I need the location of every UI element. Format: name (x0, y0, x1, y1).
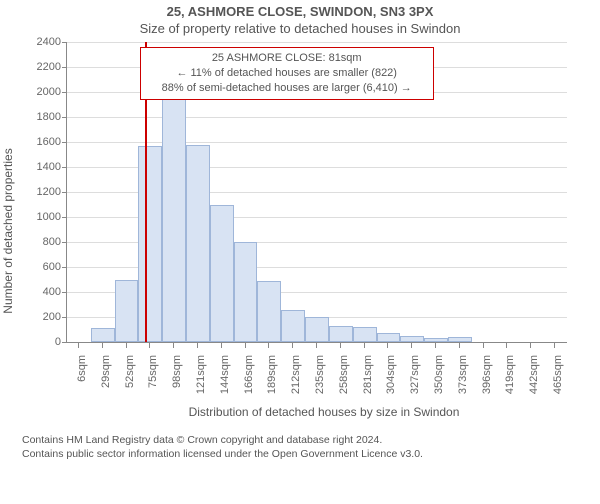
x-tick-mark (292, 343, 293, 348)
x-tick-label: 281sqm (362, 355, 374, 394)
y-tick-label: 1000 (37, 211, 67, 223)
histogram-bar (281, 310, 305, 343)
x-tick-mark (506, 343, 507, 348)
x-tick-label: 29sqm (100, 355, 112, 388)
x-tick-mark (459, 343, 460, 348)
x-tick-mark (268, 343, 269, 348)
chart-container: Number of detached properties 0200400600… (22, 42, 582, 419)
annotation-line: 25 ASHMORE CLOSE: 81sqm (149, 51, 425, 66)
histogram-bar (448, 337, 472, 342)
annotation-line: 88% of semi-detached houses are larger (… (149, 81, 425, 96)
x-tick-label: 235sqm (314, 355, 326, 394)
y-tick-label: 1200 (37, 186, 67, 198)
x-tick-mark (411, 343, 412, 348)
x-tick-mark (173, 343, 174, 348)
y-axis-label: Number of detached properties (1, 148, 15, 313)
histogram-bar (424, 338, 448, 342)
footer-line-1: Contains HM Land Registry data © Crown c… (22, 433, 582, 447)
annotation-line: ← 11% of detached houses are smaller (82… (149, 66, 425, 81)
x-tick-label: 98sqm (171, 355, 183, 388)
x-tick-mark (126, 343, 127, 348)
gridline (67, 42, 567, 43)
histogram-bar (377, 333, 401, 342)
y-tick-label: 200 (43, 311, 67, 323)
histogram-bar (186, 145, 210, 343)
x-tick-label: 258sqm (338, 355, 350, 394)
y-tick-label: 600 (43, 261, 67, 273)
x-ticks: 6sqm 29sqm 52sqm 75sqm 98sqm 121sqm 144sqm 166s… (66, 343, 566, 403)
histogram-bar (353, 327, 377, 342)
x-axis-label: Distribution of detached houses by size … (66, 405, 582, 419)
histogram-bar (234, 242, 258, 342)
x-tick-mark (435, 343, 436, 348)
histogram-bar (257, 281, 281, 342)
x-tick-mark (245, 343, 246, 348)
y-tick-label: 2200 (37, 61, 67, 73)
x-tick-mark (554, 343, 555, 348)
x-tick-label: 6sqm (76, 355, 88, 382)
histogram-bar (162, 70, 186, 343)
y-tick-label: 1800 (37, 111, 67, 123)
histogram-bar (400, 336, 424, 342)
x-tick-label: 327sqm (409, 355, 421, 394)
page-subtitle: Size of property relative to detached ho… (0, 21, 600, 36)
y-tick-label: 2000 (37, 86, 67, 98)
footer: Contains HM Land Registry data © Crown c… (22, 433, 582, 461)
footer-line-2: Contains public sector information licen… (22, 447, 582, 461)
histogram-bar (329, 326, 353, 342)
gridline (67, 117, 567, 118)
x-tick-label: 144sqm (219, 355, 231, 394)
x-tick-mark (530, 343, 531, 348)
x-tick-label: 373sqm (457, 355, 469, 394)
x-tick-label: 442sqm (528, 355, 540, 394)
x-tick-label: 419sqm (504, 355, 516, 394)
x-tick-label: 304sqm (385, 355, 397, 394)
histogram-bar (91, 328, 115, 342)
x-tick-label: 121sqm (195, 355, 207, 394)
x-tick-mark (102, 343, 103, 348)
y-tick-label: 1600 (37, 136, 67, 148)
histogram-bar (138, 146, 162, 342)
x-tick-label: 52sqm (124, 355, 136, 388)
y-tick-label: 400 (43, 286, 67, 298)
y-tick-label: 2400 (37, 36, 67, 48)
x-tick-mark (197, 343, 198, 348)
plot-area: 0200400600800100012001400160018002000220… (66, 42, 567, 343)
histogram-bar (305, 317, 329, 342)
annotation-box: 25 ASHMORE CLOSE: 81sqm← 11% of detached… (140, 47, 434, 100)
x-tick-mark (340, 343, 341, 348)
x-tick-label: 75sqm (147, 355, 159, 388)
x-tick-label: 189sqm (266, 355, 278, 394)
x-tick-mark (149, 343, 150, 348)
x-tick-label: 166sqm (243, 355, 255, 394)
x-tick-mark (78, 343, 79, 348)
x-tick-mark (387, 343, 388, 348)
y-tick-label: 800 (43, 236, 67, 248)
x-tick-mark (483, 343, 484, 348)
page-title: 25, ASHMORE CLOSE, SWINDON, SN3 3PX (0, 4, 600, 19)
x-tick-mark (316, 343, 317, 348)
y-tick-label: 1400 (37, 161, 67, 173)
x-tick-label: 350sqm (433, 355, 445, 394)
x-tick-label: 465sqm (552, 355, 564, 394)
x-tick-mark (221, 343, 222, 348)
histogram-bar (210, 205, 234, 343)
x-tick-label: 212sqm (290, 355, 302, 394)
histogram-bar (115, 280, 139, 343)
x-tick-label: 396sqm (481, 355, 493, 394)
x-tick-mark (364, 343, 365, 348)
gridline (67, 142, 567, 143)
